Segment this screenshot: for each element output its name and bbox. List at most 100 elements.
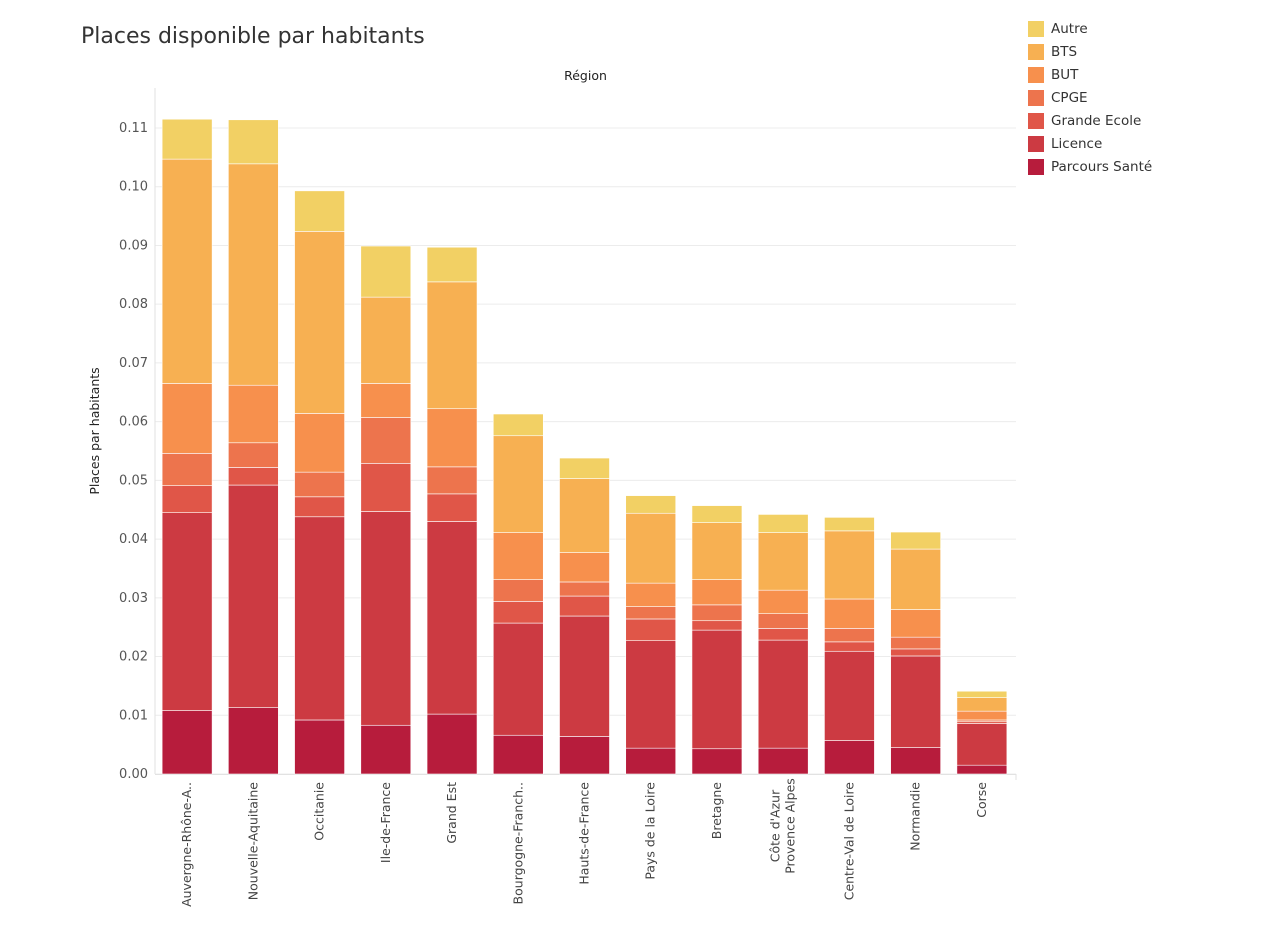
bar-segment bbox=[294, 190, 345, 232]
bar-segment bbox=[757, 514, 809, 533]
bar-segment bbox=[625, 640, 677, 749]
bar-segment bbox=[625, 747, 677, 775]
legend-item[interactable]: CPGE bbox=[1028, 86, 1152, 109]
bar-segment bbox=[559, 478, 610, 553]
bar-segment bbox=[360, 463, 412, 512]
bar-segment bbox=[757, 613, 809, 629]
x-category-label-line: Centre-Val de Loire bbox=[841, 782, 856, 901]
x-category-label-line: Côte d'Azur bbox=[768, 789, 783, 862]
bar-segment bbox=[757, 532, 809, 591]
bar-segment bbox=[956, 710, 1008, 721]
bar-segment bbox=[890, 548, 941, 610]
bar-segment bbox=[824, 530, 875, 600]
bar-segment bbox=[625, 606, 677, 620]
x-category-label: Normandie bbox=[908, 782, 923, 851]
bar-segment bbox=[757, 589, 809, 614]
legend-item[interactable]: BUT bbox=[1028, 63, 1152, 86]
bar-segment bbox=[161, 512, 213, 711]
bar-segment bbox=[559, 615, 610, 737]
x-category-label-line: Bretagne bbox=[709, 782, 724, 840]
legend-item[interactable]: Autre bbox=[1028, 17, 1152, 40]
bar-segment bbox=[161, 453, 213, 486]
legend-label: Autre bbox=[1051, 20, 1088, 37]
bar-segment bbox=[161, 158, 213, 384]
bar-segment bbox=[824, 650, 875, 741]
bar-segment bbox=[890, 655, 941, 748]
legend-label: Licence bbox=[1051, 135, 1103, 152]
legend-item[interactable]: Grande Ecole bbox=[1028, 109, 1152, 132]
bar-segment bbox=[691, 505, 743, 523]
legend-item[interactable]: Licence bbox=[1028, 132, 1152, 155]
x-category-label: Bourgogne-Franch.. bbox=[510, 782, 525, 904]
legend-label: Grande Ecole bbox=[1051, 112, 1142, 129]
legend-label: Parcours Santé bbox=[1051, 158, 1153, 175]
bar-segment bbox=[824, 517, 875, 532]
legend-label: BUT bbox=[1051, 66, 1079, 83]
x-category-label-line: Grand Est bbox=[444, 782, 459, 844]
bar-segment bbox=[492, 734, 544, 775]
x-category-label: Bretagne bbox=[709, 782, 724, 840]
bar-segment bbox=[360, 296, 412, 384]
bar-segment bbox=[360, 724, 412, 775]
x-category-label: Pays de la Loire bbox=[643, 782, 658, 880]
bar-segment bbox=[492, 601, 544, 624]
legend-item[interactable]: Parcours Santé bbox=[1028, 155, 1152, 178]
y-tick-label: 0.06 bbox=[119, 415, 148, 430]
bar-segment bbox=[360, 245, 412, 298]
bar-segment bbox=[426, 246, 478, 283]
bar-segment bbox=[426, 408, 478, 468]
y-tick-label: 0.00 bbox=[119, 767, 148, 782]
x-category-label: Auvergne-Rhône-A.. bbox=[179, 782, 194, 907]
bar-segment bbox=[956, 723, 1008, 766]
y-tick-label: 0.02 bbox=[119, 650, 148, 665]
bar-segment bbox=[426, 466, 478, 495]
bar-segment bbox=[890, 648, 941, 657]
x-category-label: Centre-Val de Loire bbox=[841, 782, 856, 901]
bar-segment bbox=[228, 484, 279, 708]
bar-segment bbox=[294, 719, 345, 775]
x-category-label: Ile-de-France bbox=[378, 782, 393, 863]
bar-segment bbox=[559, 457, 610, 479]
bar-segment bbox=[161, 118, 213, 160]
bar-segment bbox=[294, 471, 345, 498]
bar-segment bbox=[360, 417, 412, 464]
legend-swatch bbox=[1028, 20, 1044, 37]
legend-swatch bbox=[1028, 89, 1044, 106]
bar-segment bbox=[294, 496, 345, 518]
bar-segment bbox=[824, 598, 875, 629]
y-tick-label: 0.01 bbox=[119, 708, 148, 723]
bar-segment bbox=[161, 710, 213, 775]
bar-segment bbox=[492, 622, 544, 736]
x-category-label-line: Auvergne-Rhône-A.. bbox=[179, 782, 194, 907]
x-category-label: Nouvelle-Aquitaine bbox=[245, 782, 260, 900]
y-tick-label: 0.09 bbox=[119, 238, 148, 253]
bar-segment bbox=[492, 435, 544, 533]
bar-segment bbox=[890, 609, 941, 638]
x-category-label-line: Normandie bbox=[908, 782, 923, 851]
bar-segment bbox=[691, 522, 743, 580]
x-category-label-line: Corse bbox=[974, 782, 989, 818]
legend-swatch bbox=[1028, 112, 1044, 129]
bar-segment bbox=[824, 740, 875, 775]
x-category-label: Corse bbox=[974, 782, 989, 818]
bar-segment bbox=[294, 516, 345, 721]
legend-item[interactable]: BTS bbox=[1028, 40, 1152, 63]
bar-segment bbox=[426, 521, 478, 715]
legend-swatch bbox=[1028, 66, 1044, 83]
bar-segment bbox=[691, 620, 743, 631]
y-tick-label: 0.11 bbox=[119, 121, 148, 136]
bar-segment bbox=[691, 748, 743, 775]
legend: Autre BTS BUT CPGE Grande Ecole Licence Parcou… bbox=[1028, 17, 1152, 178]
x-category-label-line: Hauts-de-France bbox=[577, 782, 592, 885]
legend-swatch bbox=[1028, 135, 1044, 152]
y-tick-label: 0.03 bbox=[119, 591, 148, 606]
legend-label: BTS bbox=[1051, 43, 1078, 60]
y-tick-label: 0.08 bbox=[119, 297, 148, 312]
x-category-label: Hauts-de-France bbox=[577, 782, 592, 885]
bar-segment bbox=[228, 707, 279, 775]
y-axis-title: Places par habitants bbox=[87, 367, 102, 494]
bar-segment bbox=[161, 383, 213, 454]
x-category-label-line: Occitanie bbox=[312, 782, 327, 841]
bar-segment bbox=[691, 579, 743, 606]
bar-segment bbox=[228, 119, 279, 165]
